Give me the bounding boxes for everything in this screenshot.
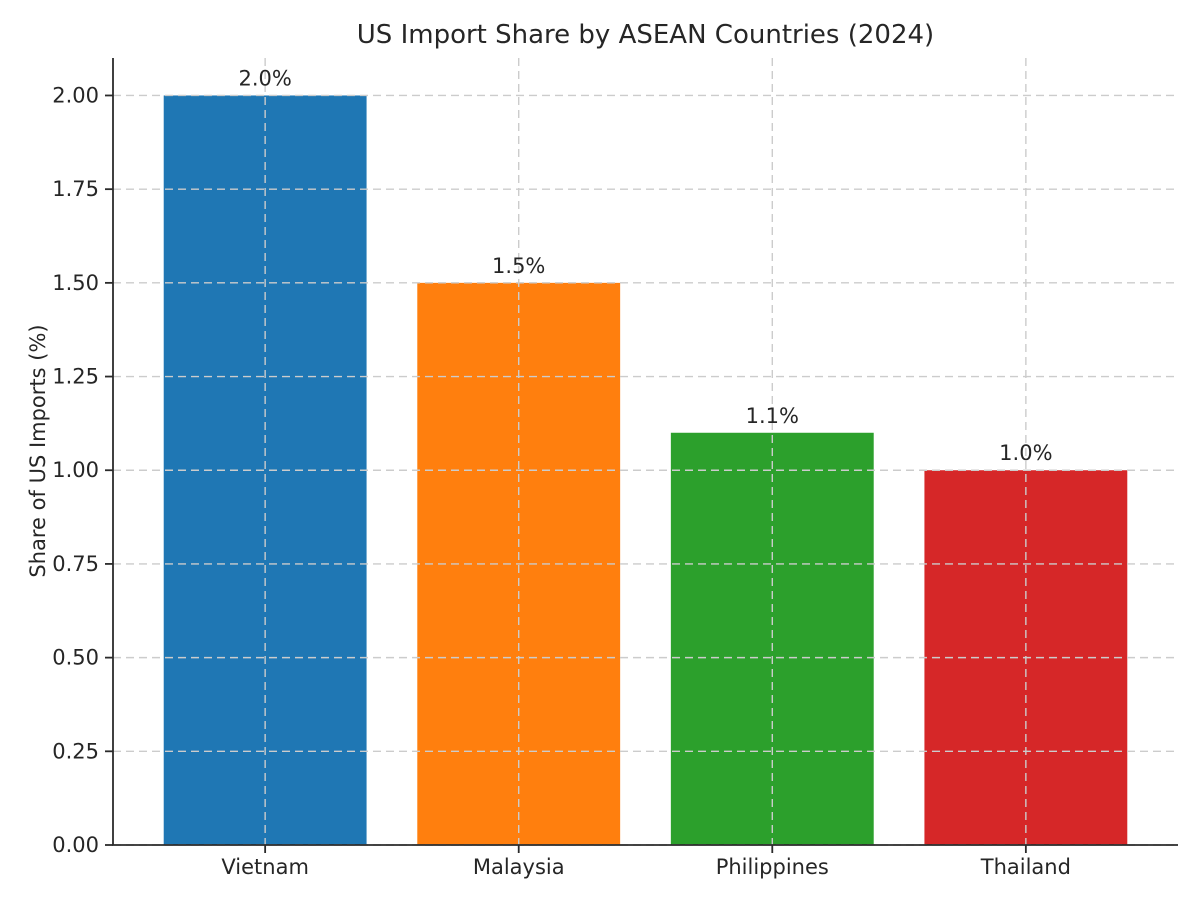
- y-tick-label: 1.75: [52, 177, 99, 201]
- bar-value-label: 2.0%: [238, 66, 291, 90]
- y-tick-label: 0.25: [52, 739, 99, 763]
- y-tick-label: 2.00: [52, 83, 99, 107]
- bar-value-label: 1.1%: [746, 404, 799, 428]
- y-tick-label: 1.00: [52, 458, 99, 482]
- x-tick-label: Thailand: [980, 855, 1071, 879]
- y-tick-label: 0.50: [52, 646, 99, 670]
- chart-title: US Import Share by ASEAN Countries (2024…: [356, 20, 935, 50]
- y-tick-label: 1.50: [52, 271, 99, 295]
- bar-value-label: 1.0%: [999, 441, 1052, 465]
- x-tick-label: Malaysia: [473, 855, 565, 879]
- y-tick-label: 0.00: [52, 833, 99, 857]
- x-tick-label: Vietnam: [221, 855, 309, 879]
- x-tick-label: Philippines: [716, 855, 829, 879]
- bar-value-label: 1.5%: [492, 254, 545, 278]
- y-tick-label: 1.25: [52, 365, 99, 389]
- y-tick-label: 0.75: [52, 552, 99, 576]
